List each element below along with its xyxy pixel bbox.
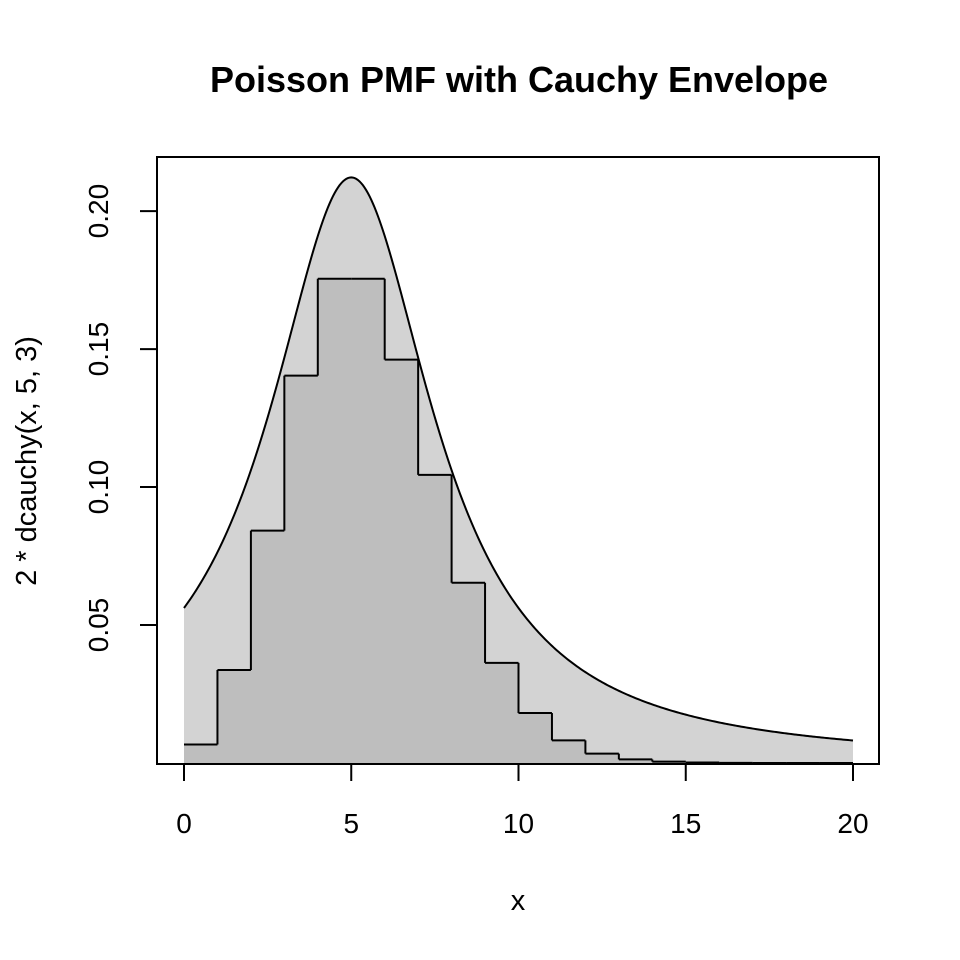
x-tick-label: 0 [176, 808, 192, 839]
x-tick-label: 20 [837, 808, 868, 839]
y-tick-label: 0.15 [83, 322, 114, 377]
x-tick-label: 5 [343, 808, 359, 839]
y-axis: 0.05 0.10 0.15 0.20 [83, 184, 158, 653]
y-tick-label: 0.10 [83, 460, 114, 514]
poisson-step-area [184, 278, 853, 763]
x-axis-label: x [511, 885, 526, 917]
x-axis: 0 5 10 15 20 [176, 763, 869, 839]
x-tick-label: 15 [670, 808, 701, 839]
y-axis-label: 2 * dcauchy(x, 5, 3) [11, 336, 43, 586]
y-tick-label: 0.05 [83, 598, 114, 653]
chart-title: Poisson PMF with Cauchy Envelope [210, 59, 828, 100]
x-tick-label: 10 [503, 808, 534, 839]
y-tick-label: 0.20 [83, 184, 114, 239]
series-layer [183, 176, 854, 764]
cauchy-envelope-line [183, 176, 854, 742]
